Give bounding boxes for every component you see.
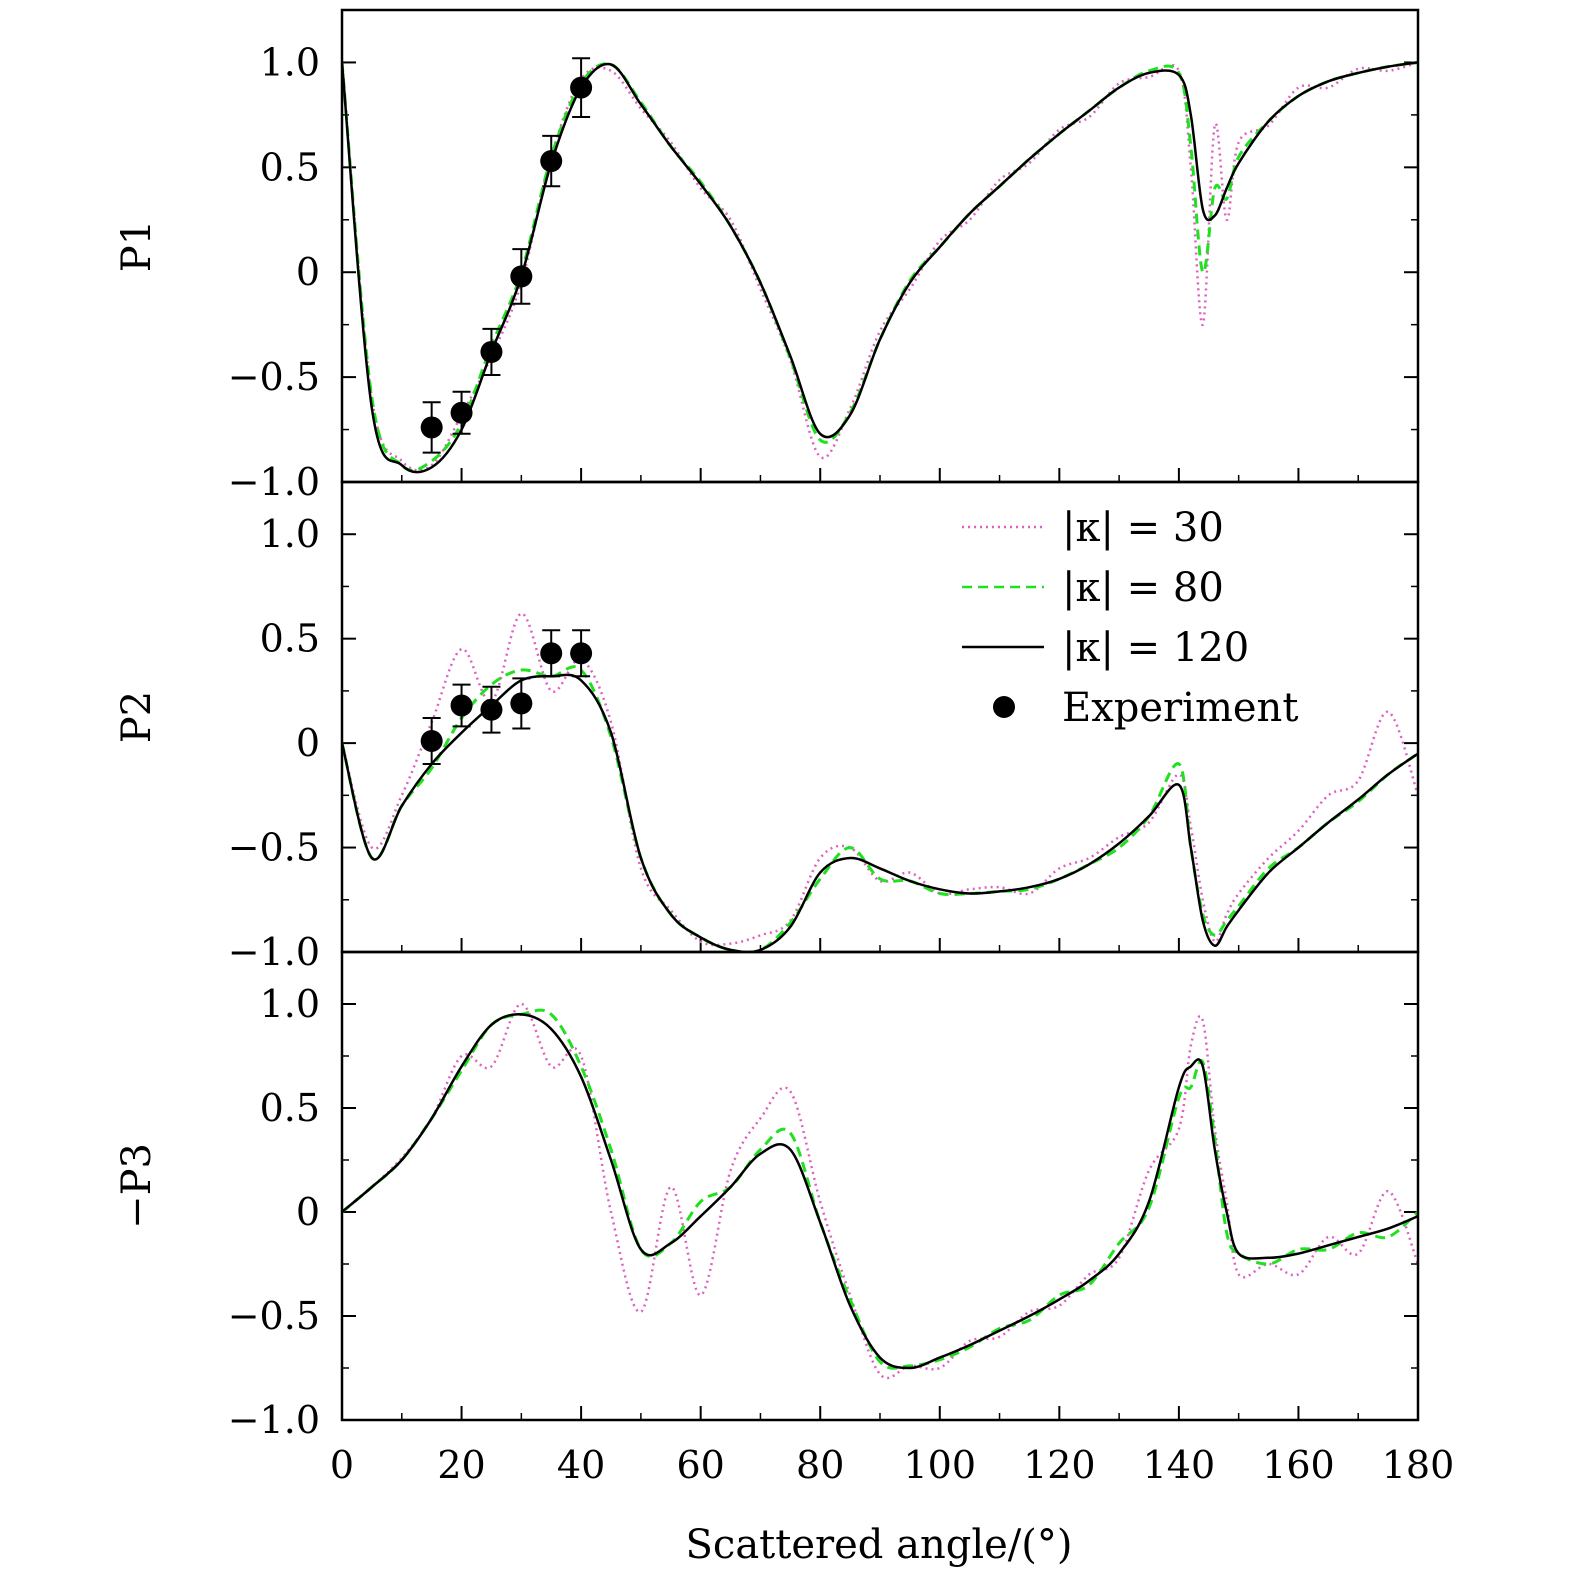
- y-tick-label: 0: [296, 250, 320, 294]
- y-tick-label: −1.0: [228, 1398, 320, 1442]
- x-axis-title: Scattered angle/(°): [686, 1522, 1073, 1568]
- x-tick-label: 20: [437, 1443, 485, 1487]
- x-tick-label: 180: [1382, 1443, 1455, 1487]
- legend-label: |κ| = 30: [1062, 505, 1224, 551]
- y-tick-label: −0.5: [228, 1294, 320, 1338]
- x-tick-label: 40: [557, 1443, 605, 1487]
- experiment-point: [420, 416, 443, 439]
- y-axis-title: P2: [114, 691, 160, 743]
- y-tick-label: 0.5: [260, 1086, 320, 1130]
- x-tick-label: 80: [796, 1443, 844, 1487]
- experiment-point: [420, 730, 443, 753]
- panel-3: −1.0 −0.5 0 0.5 1.0 −P3: [114, 950, 1420, 1442]
- x-tick-label: 160: [1262, 1443, 1335, 1487]
- panel-frame: [340, 8, 1420, 484]
- experiment-point: [510, 265, 533, 288]
- x-tick-label: 60: [676, 1443, 724, 1487]
- y-tick-label: −0.5: [228, 355, 320, 399]
- y-tick-label: 1.0: [260, 40, 320, 84]
- legend-label: Experiment: [1062, 685, 1298, 731]
- experiment-point: [450, 401, 473, 424]
- x-tick-label: 140: [1143, 1443, 1216, 1487]
- y-tick-label: 0.5: [260, 145, 320, 189]
- y-tick-label: 0: [296, 1190, 320, 1234]
- y-tick-label: −1.0: [228, 460, 320, 504]
- y-tick-label: −1.0: [228, 930, 320, 974]
- experiment-point: [480, 340, 503, 363]
- legend-label: |κ| = 120: [1062, 625, 1249, 671]
- y-tick-label: 1.0: [260, 982, 320, 1026]
- panel-1: −1.0 −0.5 0 0.5 1.0 P1: [114, 8, 1420, 504]
- series-line: [342, 61, 1418, 474]
- panel-2: −1.0 −0.5 0 0.5 1.0 P2: [114, 480, 1420, 974]
- legend: |κ| = 30 |κ| = 80 |κ| = 120 Experiment: [962, 505, 1298, 731]
- experiment-point: [450, 694, 473, 717]
- y-tick-label: 0: [296, 721, 320, 765]
- y-axis-title: −P3: [114, 1143, 160, 1229]
- y-tick-label: 1.0: [260, 512, 320, 556]
- x-tick-label: 0: [330, 1443, 354, 1487]
- experiment-point: [540, 150, 563, 173]
- legend-label: |κ| = 80: [1062, 565, 1224, 611]
- series-line: [342, 612, 1418, 947]
- experiment-point: [570, 642, 593, 665]
- legend-marker: [993, 696, 1015, 718]
- series-line: [342, 60, 1418, 472]
- experiment-point: [570, 76, 593, 99]
- experiment-point: [510, 692, 533, 715]
- series-line: [342, 1002, 1418, 1380]
- panel-frame: [340, 950, 1420, 1422]
- y-axis-title: P1: [114, 220, 160, 272]
- y-tick-label: 0.5: [260, 617, 320, 661]
- series-line: [342, 1008, 1418, 1370]
- experiment-point: [540, 642, 563, 665]
- y-tick-label: −0.5: [228, 826, 320, 870]
- series-line: [342, 1013, 1418, 1370]
- x-tick-label: 100: [904, 1443, 977, 1487]
- panels-group: −1.0 −0.5 0 0.5 1.0 P1 −1.0 −0.5 0 0.5 1.0 P2 −1.0 −0…: [114, 8, 1455, 1487]
- experiment-point: [480, 698, 503, 721]
- x-tick-label: 120: [1023, 1443, 1096, 1487]
- series-line: [342, 61, 1418, 472]
